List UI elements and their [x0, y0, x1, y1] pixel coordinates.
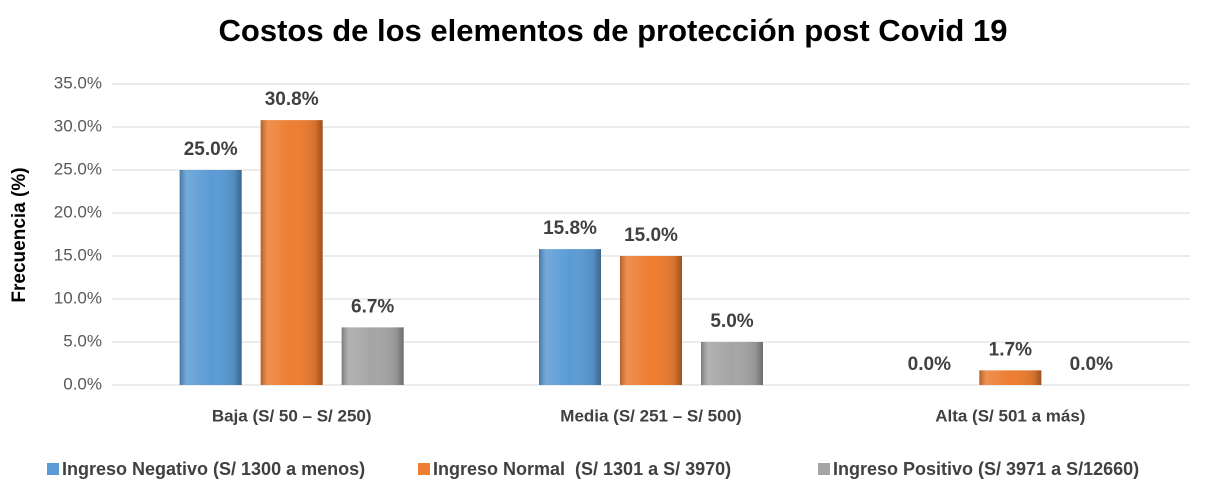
x-tick-label: Media (S/ 251 – S/ 500) — [560, 406, 741, 425]
legend-marker — [47, 463, 59, 475]
data-label: 30.8% — [265, 89, 319, 110]
chart-title: Costos de los elementos de protección po… — [219, 13, 1008, 48]
y-tick-label: 20.0% — [54, 202, 102, 221]
bar-shade — [979, 370, 1042, 385]
y-tick-label: 0.0% — [63, 374, 102, 393]
legend-label: Ingreso Negativo (S/ 1300 a menos) — [62, 459, 365, 479]
legend-marker — [418, 463, 430, 475]
data-label: 5.0% — [710, 311, 753, 332]
bar-shade — [260, 120, 323, 386]
y-tick-label: 35.0% — [54, 73, 102, 92]
y-tick-label: 5.0% — [63, 331, 102, 350]
bar-shade — [620, 256, 682, 385]
legend-label: Ingreso Positivo (S/ 3971 a S/12660) — [833, 459, 1139, 479]
bar-shade — [341, 327, 404, 385]
data-label: 0.0% — [1070, 354, 1113, 375]
x-tick-label: Baja (S/ 50 – S/ 250) — [212, 406, 372, 425]
data-label: 15.8% — [543, 218, 597, 239]
x-tick-label: Alta (S/ 501 a más) — [935, 406, 1085, 425]
bar-shade — [701, 342, 763, 385]
y-tick-label: 25.0% — [54, 159, 102, 178]
legend-marker — [818, 463, 830, 475]
y-tick-label: 10.0% — [54, 288, 102, 307]
bar-shade — [179, 170, 242, 385]
y-tick-label: 15.0% — [54, 245, 102, 264]
data-label: 25.0% — [184, 139, 238, 160]
bar-shade — [539, 249, 601, 385]
y-axis-title: Frecuencia (%) — [9, 167, 30, 302]
data-label: 15.0% — [624, 225, 678, 246]
data-label: 6.7% — [351, 296, 394, 317]
legend-label: Ingreso Normal (S/ 1301 a S/ 3970) — [433, 459, 731, 479]
data-label: 0.0% — [908, 354, 951, 375]
y-tick-label: 30.0% — [54, 116, 102, 135]
data-label: 1.7% — [989, 339, 1032, 360]
